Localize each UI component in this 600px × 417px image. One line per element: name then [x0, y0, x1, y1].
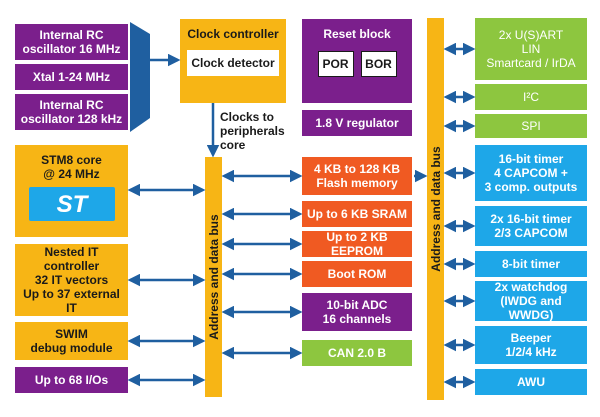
st-logo-icon: ST	[28, 187, 115, 221]
xtal-block: Xtal 1-24 MHz	[15, 64, 128, 90]
stm8-core-block: STM8 core @ 24 MHz ST	[15, 145, 128, 237]
reset-block-label: Reset block	[323, 27, 391, 41]
nested-it-controller-block: Nested IT controller 32 IT vectors Up to…	[15, 244, 128, 316]
clock-detector-block: Clock detector	[187, 50, 279, 76]
flash-memory-block: 4 KB to 128 KB Flash memory	[302, 157, 412, 195]
clock-controller-label: Clock controller	[187, 27, 279, 41]
spi-block: SPI	[475, 114, 587, 138]
adc-block: 10-bit ADC 16 channels	[302, 293, 412, 331]
swim-debug-block: SWIM debug module	[15, 322, 128, 360]
eeprom-block: Up to 2 KB EEPROM	[302, 230, 412, 258]
usart-block: 2x U(S)ART LIN Smartcard / IrDA	[475, 18, 587, 80]
reset-block: Reset block POR BOR	[302, 19, 412, 103]
address-data-bus-left: Address and data bus	[205, 157, 222, 397]
stm8-core-label: STM8 core @ 24 MHz	[41, 153, 102, 181]
watchdog-block: 2x watchdog (IWDG and WWDG)	[475, 280, 587, 322]
timer-16bit-x2-block: 2x 16-bit timer 2/3 CAPCOM	[475, 206, 587, 246]
timer-16bit-block: 16-bit timer 4 CAPCOM + 3 comp. outputs	[475, 145, 587, 201]
regulator-block: 1.8 V regulator	[302, 110, 412, 136]
clock-controller-block: Clock controller Clock detector	[180, 19, 286, 103]
internal-rc-128khz-block: Internal RC oscillator 128 kHz	[15, 94, 128, 130]
por-block: POR	[317, 51, 354, 77]
awu-block: AWU	[475, 369, 587, 395]
beeper-block: Beeper 1/2/4 kHz	[475, 326, 587, 364]
timer-8bit-block: 8-bit timer	[475, 251, 587, 277]
clocks-to-peripherals-label: Clocks to peripherals core	[220, 110, 285, 152]
svg-text:ST: ST	[56, 191, 89, 218]
clock-mux-shape	[130, 22, 150, 132]
can-block: CAN 2.0 B	[302, 340, 412, 366]
address-data-bus-right: Address and data bus	[427, 18, 444, 400]
boot-rom-block: Boot ROM	[302, 261, 412, 287]
bor-block: BOR	[360, 51, 397, 77]
i2c-block: I²C	[475, 84, 587, 110]
internal-rc-16mhz-block: Internal RC oscillator 16 MHz	[15, 24, 128, 60]
sram-block: Up to 6 KB SRAM	[302, 201, 412, 227]
io-block: Up to 68 I/Os	[15, 367, 128, 393]
